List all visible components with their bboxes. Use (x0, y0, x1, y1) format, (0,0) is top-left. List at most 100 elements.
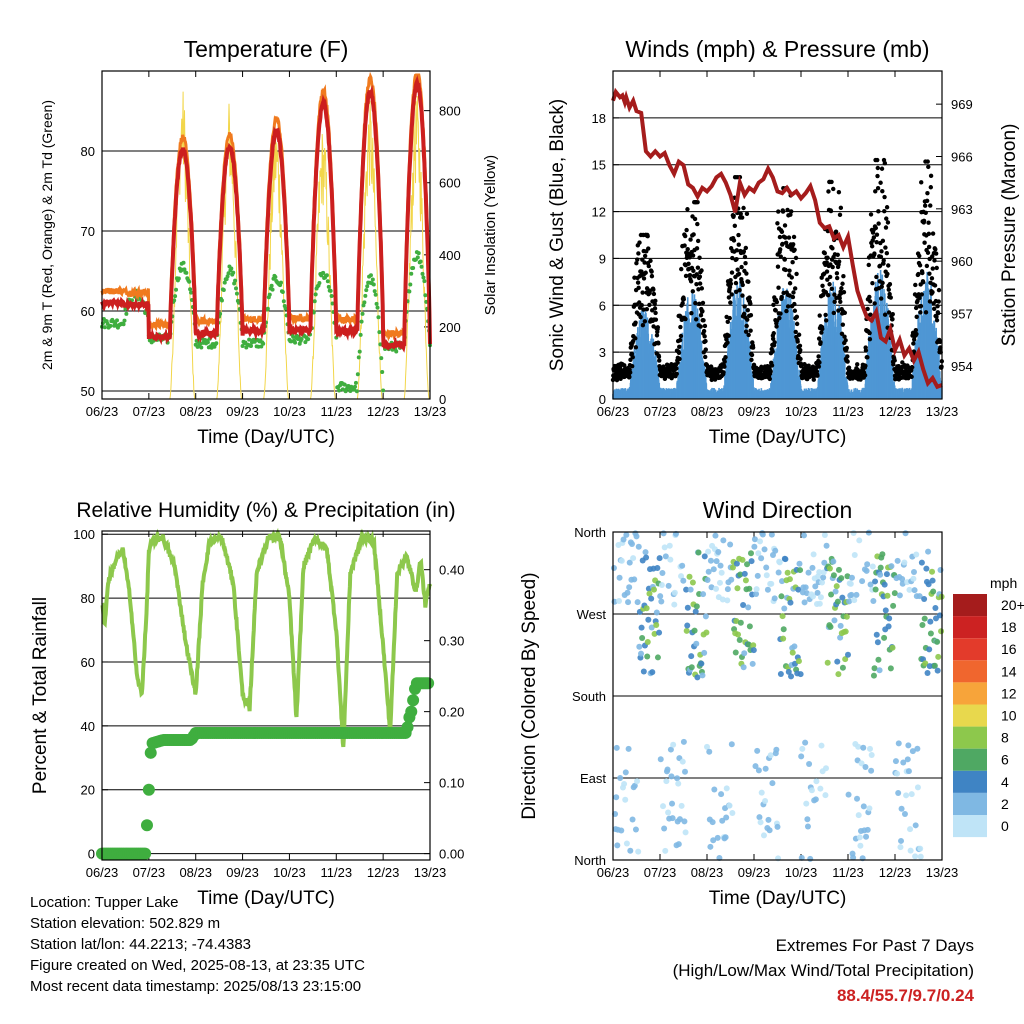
x-tick-label: 06/23 (597, 865, 630, 880)
dewpoint-point (269, 283, 274, 288)
dewpoint-point (187, 279, 192, 284)
gust-point (871, 235, 877, 240)
y2-tick-label: 969 (951, 97, 973, 112)
gust-point (642, 260, 647, 265)
gust-point (747, 295, 752, 300)
direction-point (704, 743, 710, 750)
direction-point (657, 756, 664, 763)
gust-point (928, 185, 934, 190)
gust-point (641, 307, 646, 312)
gust-point (696, 287, 701, 292)
gust-point (867, 299, 873, 304)
direction-point (658, 598, 665, 605)
gust-point (933, 247, 938, 252)
direction-point (614, 842, 621, 849)
direction-point (688, 653, 695, 660)
direction-point (749, 660, 756, 667)
gust-point (816, 336, 822, 341)
direction-point (710, 837, 717, 844)
x-axis-label: Time (Day/UTC) (197, 427, 335, 448)
dewpoint-point (173, 294, 178, 299)
dewpoint-point (408, 282, 413, 287)
gust-point (828, 208, 834, 214)
dewpoint-point (219, 298, 224, 303)
x-tick-label: 09/23 (738, 404, 771, 419)
dewpoint-point (226, 271, 231, 276)
direction-point (760, 832, 767, 839)
gust-point (914, 314, 919, 320)
gust-point (878, 254, 884, 260)
direction-point (838, 575, 845, 582)
direction-point (759, 531, 766, 538)
dewpoint-point (214, 341, 219, 346)
gust-point (873, 189, 878, 194)
colorbar-swatch (953, 726, 987, 749)
gust-point (934, 265, 939, 271)
dewpoint-point (280, 289, 285, 294)
humidity-precip-panel: Relative Humidity (%) & Precipitation (i… (30, 499, 464, 909)
gust-point (635, 280, 641, 285)
gust-point (748, 328, 753, 333)
direction-point (934, 667, 941, 674)
gust-point (721, 370, 726, 375)
direction-point (712, 532, 719, 539)
gust-point (798, 356, 803, 362)
gust-point (875, 173, 880, 179)
dewpoint-point (365, 284, 370, 289)
direction-point (844, 573, 851, 580)
direction-point (820, 569, 827, 576)
direction-point (700, 591, 707, 598)
gust-point (729, 270, 735, 275)
direction-point (765, 816, 772, 823)
gust-point (702, 334, 707, 339)
direction-point (862, 764, 869, 771)
gust-point (929, 276, 935, 281)
direction-point (676, 816, 683, 823)
gust-point (692, 216, 698, 222)
gust-point (685, 247, 690, 252)
dewpoint-point (221, 288, 226, 293)
gust-point (832, 299, 837, 305)
direction-point (675, 780, 682, 787)
gust-point (774, 324, 779, 329)
gust-point (675, 360, 680, 365)
direction-point (914, 745, 921, 752)
x-tick-label: 09/23 (738, 865, 771, 880)
colorbar-title: mph (990, 575, 1017, 591)
gust-point (740, 282, 745, 288)
plot-border (612, 531, 943, 861)
colorbar-swatch (953, 616, 987, 639)
dewpoint-point (377, 330, 382, 335)
dewpoint-point (364, 288, 369, 293)
direction-point (850, 854, 857, 861)
pressure-series (611, 87, 943, 390)
y2-tick-label: 963 (951, 202, 973, 217)
gust-point (874, 240, 879, 245)
gust-point (925, 250, 931, 255)
y-tick-label: 70 (81, 224, 95, 239)
wind-series (612, 269, 943, 399)
direction-point (773, 746, 780, 753)
dewpoint-point (354, 389, 359, 394)
direction-point (904, 756, 911, 763)
gust-point (875, 165, 880, 171)
direction-point (814, 589, 821, 596)
dewpoint-point (108, 323, 113, 328)
direction-point (769, 780, 776, 787)
direction-point (634, 599, 641, 606)
gust-point (819, 330, 824, 335)
colorbar-label: 8 (1001, 730, 1009, 746)
direction-point (876, 667, 883, 674)
y2-tick-label: 966 (951, 149, 973, 164)
gust-point (931, 306, 937, 312)
direction-point (895, 790, 902, 797)
y-tick-label: North (574, 853, 606, 868)
gust-point (930, 266, 935, 271)
gust-point (622, 363, 627, 368)
direction-point (906, 586, 913, 593)
direction-point (924, 669, 931, 676)
direction-point (925, 581, 932, 588)
direction-point (927, 618, 934, 625)
direction-point (835, 566, 842, 573)
direction-point (729, 810, 736, 817)
